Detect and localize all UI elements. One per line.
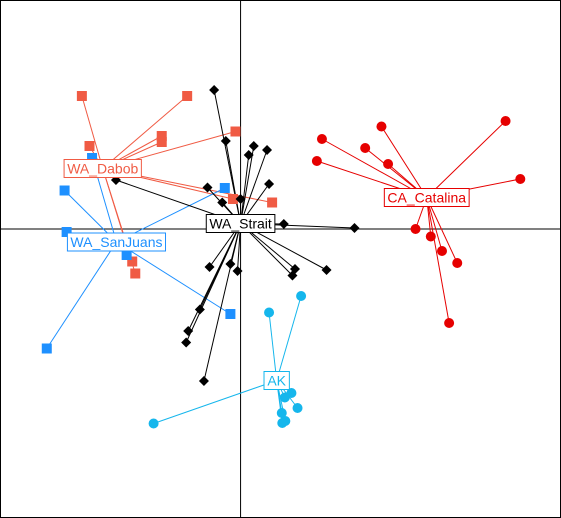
ca-catalina-point-10 [452, 258, 463, 268]
wa-sanjuans-spoke-6 [46, 241, 117, 349]
wa-strait-point-14 [232, 266, 243, 276]
wa-dabob-label-text: WA_Dabob [67, 161, 138, 177]
wa-strait-point-9 [235, 194, 246, 204]
wa-strait-spoke-1 [225, 140, 242, 224]
ca-catalina-point-2 [500, 116, 511, 126]
wa-strait-point-13 [225, 259, 236, 269]
wa-dabob-point-5 [84, 141, 95, 151]
wa-sanjuans-point-0 [87, 153, 98, 163]
wa-strait-point-18 [194, 304, 205, 315]
ak-point-1 [264, 307, 275, 318]
wa-strait-point-7 [202, 182, 213, 193]
ca-catalina-label: CA_Catalina [383, 188, 470, 207]
ca-catalina-label-box [383, 188, 470, 207]
wa-strait-point-16 [321, 265, 332, 275]
ca-catalina-spoke-0 [321, 138, 427, 198]
data-points [41, 85, 526, 429]
wa-dabob-spoke-0 [81, 95, 104, 169]
wa-strait-point-8 [217, 197, 228, 208]
wa-sanjuans-point-5 [225, 309, 236, 319]
wa-sanjuans-label-box [66, 232, 167, 252]
ca-catalina-spoke-10 [426, 197, 458, 264]
wa-strait-spoke-4 [240, 154, 250, 224]
wa-strait-point-3 [262, 145, 273, 155]
wa-strait-label-box [205, 214, 276, 233]
wa-sanjuans-point-1 [59, 185, 70, 196]
ca-catalina-point-6 [515, 174, 526, 184]
wa-strait-point-12 [204, 262, 215, 272]
ca-catalina-spoke-2 [426, 120, 506, 198]
ca-catalina-point-1 [376, 121, 387, 132]
wa-dabob-spoke-1 [102, 95, 188, 169]
wa-dabob-point-4 [156, 137, 167, 147]
wa-sanjuans-point-3 [219, 183, 230, 193]
wa-strait-spoke-21 [203, 223, 242, 382]
group-labels: CA_Catalina WA_Dabob WA_SanJuans WA_Strait A… [63, 159, 470, 390]
wa-strait-point-4 [243, 150, 254, 160]
wa-sanjuans-point-4 [121, 250, 132, 260]
ca-catalina-point-9 [436, 246, 447, 256]
wa-strait-point-17 [287, 270, 298, 281]
wa-dabob-point-6 [227, 194, 238, 204]
ak-point-0 [296, 291, 307, 301]
ca-catalina-spoke-1 [381, 126, 428, 198]
ca-catalina-point-4 [311, 156, 322, 166]
ak-point-4 [286, 388, 297, 398]
wa-sanjuans-label-text: WA_SanJuans [70, 234, 162, 250]
wa-strait-spoke-20 [185, 223, 242, 343]
ak-point-6 [276, 408, 287, 418]
ca-catalina-point-8 [425, 231, 436, 242]
wa-dabob-label: WA_Dabob [63, 159, 142, 178]
ak-label: AK [263, 371, 290, 390]
wa-strait-point-1 [220, 136, 231, 146]
ca-catalina-point-0 [316, 134, 327, 144]
wa-sanjuans-spoke-5 [116, 241, 231, 315]
wa-strait-point-21 [198, 376, 209, 386]
wa-dabob-label-box [63, 159, 142, 178]
ak-spoke-0 [276, 295, 302, 381]
wa-strait-spoke-3 [240, 149, 268, 224]
wa-strait-point-20 [181, 337, 192, 348]
wa-strait-point-5 [264, 179, 275, 189]
ak-label-box [263, 371, 290, 390]
ca-catalina-point-5 [383, 159, 394, 169]
ca-catalina-point-11 [444, 318, 455, 328]
wa-strait-point-19 [183, 326, 194, 336]
wa-dabob-point-1 [182, 91, 193, 101]
ak-point-5 [292, 403, 303, 413]
ak-spoke-2 [153, 380, 277, 424]
wa-dabob-point-3 [156, 131, 167, 141]
wa-strait-point-0 [209, 85, 220, 95]
ca-catalina-spoke-11 [426, 197, 450, 324]
ak-spoke-1 [268, 312, 278, 381]
wa-strait-point-2 [248, 141, 259, 151]
ca-catalina-label-text: CA_Catalina [387, 190, 466, 206]
wa-sanjuans-point-6 [41, 343, 52, 354]
wa-sanjuans-label: WA_SanJuans [66, 232, 167, 252]
ak-label-text: AK [267, 373, 286, 389]
ak-point-8 [277, 418, 288, 428]
ca-catalina-point-3 [360, 143, 371, 153]
wa-strait-label: WA_Strait [205, 214, 276, 233]
wa-strait-point-10 [278, 219, 289, 229]
wa-strait-point-11 [349, 223, 360, 233]
wa-dabob-point-7 [267, 197, 278, 208]
wa-strait-spoke-2 [240, 145, 255, 224]
ca-catalina-point-7 [410, 224, 421, 234]
wa-dabob-point-8 [127, 256, 138, 267]
wa-dabob-point-9 [130, 268, 141, 279]
wa-dabob-point-2 [230, 126, 241, 137]
wa-sanjuans-point-2 [61, 227, 72, 237]
wa-dabob-point-0 [76, 91, 87, 101]
ak-point-2 [148, 418, 159, 429]
wa-strait-label-text: WA_Strait [209, 216, 272, 232]
